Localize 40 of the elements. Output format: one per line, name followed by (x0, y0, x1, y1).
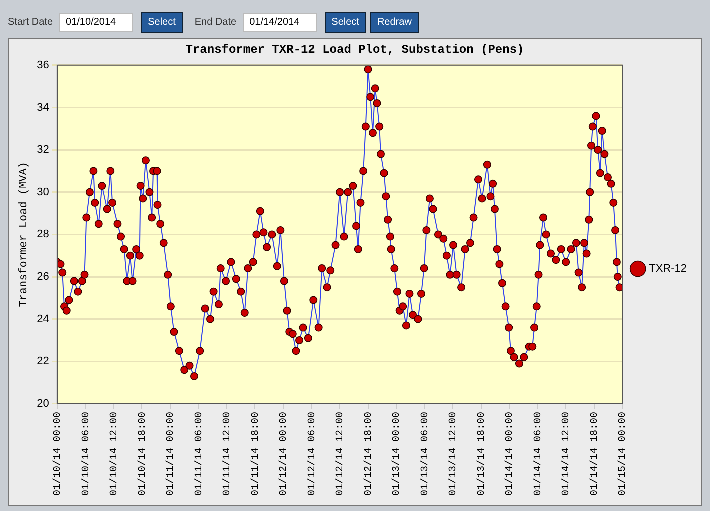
x-tick-label: 01/13/14 06:00 (419, 412, 432, 496)
y-tick-label: 34 (37, 102, 50, 114)
x-tick-label: 01/13/14 12:00 (448, 412, 460, 496)
y-tick-label: 26 (37, 271, 50, 284)
button: Redraw (370, 12, 419, 32)
x-tick-label: 01/14/14 00:00 (504, 412, 516, 496)
x-tick-label: 01/11/14 06:00 (193, 412, 206, 496)
chart-title: Transformer TXR-12 Load Plot, Substation (Pens) (186, 43, 524, 58)
x-tick-label: 01/14/14 06:00 (532, 412, 544, 496)
x-tick-label: 01/13/14 00:00 (391, 412, 404, 496)
x-tick-label: 01/10/14 18:00 (136, 412, 149, 496)
date-field: 01/14/2014 (242, 12, 317, 32)
x-tick-label: 01/10/14 00:00 (52, 412, 64, 496)
y-tick-label: 24 (37, 313, 50, 326)
x-tick-label: 01/14/14 12:00 (560, 412, 573, 496)
x-tick-label: 01/10/14 12:00 (108, 412, 121, 496)
x-tick-label: 01/13/14 18:00 (476, 412, 488, 496)
button: Select (141, 12, 183, 32)
x-tick-label: 01/11/14 12:00 (222, 412, 234, 496)
x-tick-label: 01/12/14 12:00 (334, 412, 347, 496)
y-tick-label: 20 (37, 398, 50, 410)
date-field: 01/10/2014 (59, 12, 134, 32)
y-tick-label: 36 (37, 59, 50, 72)
x-tick-label: 01/11/14 18:00 (250, 412, 262, 496)
y-tick-label: 32 (37, 144, 50, 156)
button: Select (324, 12, 366, 32)
x-tick-label: 01/11/14 00:00 (165, 412, 178, 496)
x-tick-label: 01/15/14 00:00 (617, 412, 630, 496)
x-tick-label: 01/12/14 18:00 (362, 412, 375, 496)
x-tick-label: 01/12/14 06:00 (306, 412, 318, 496)
text: Start Date (8, 16, 54, 28)
legend-label: TXR-12 (649, 263, 688, 276)
y-tick-label: 22 (37, 356, 50, 368)
x-tick-label: 01/14/14 18:00 (588, 412, 601, 496)
x-tick-label: 01/10/14 06:00 (80, 412, 92, 496)
y-axis-title: Transformer Load (MVA) (18, 162, 31, 308)
y-tick-label: 28 (37, 228, 50, 241)
text: End Date (194, 16, 237, 28)
x-tick-label: 01/12/14 00:00 (278, 412, 290, 496)
y-tick-label: 30 (37, 186, 50, 198)
